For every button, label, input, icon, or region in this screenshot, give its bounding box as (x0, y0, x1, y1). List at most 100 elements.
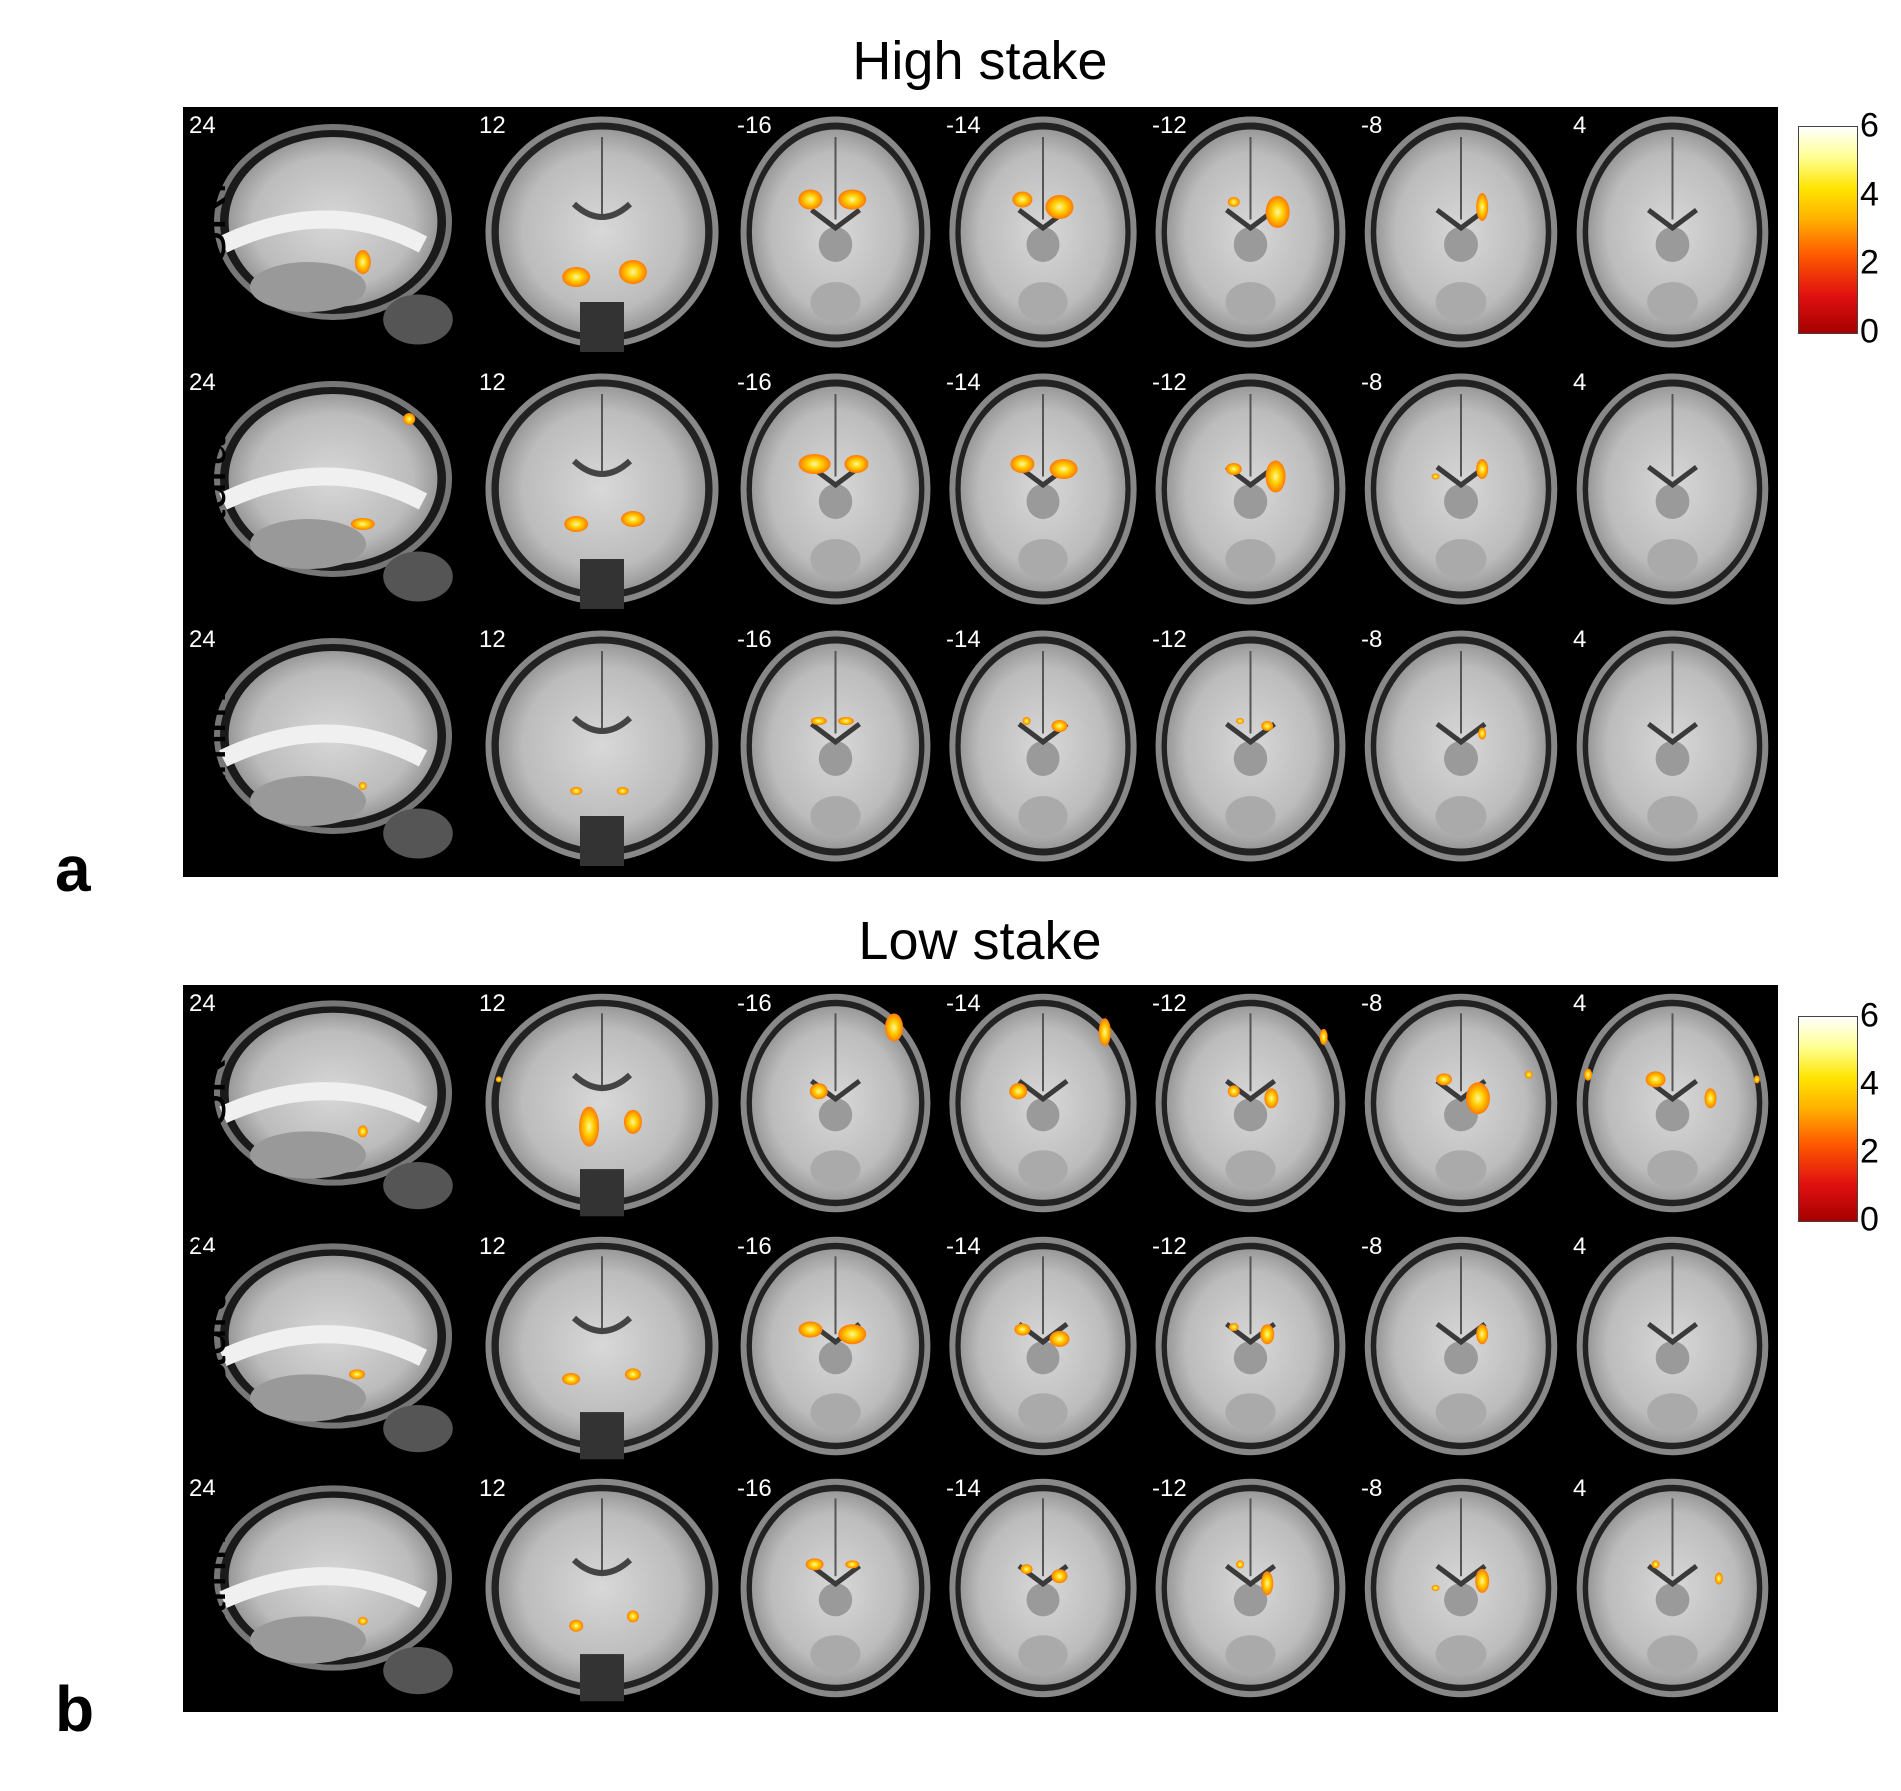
brain-slice-gamma-24: 24 (189, 626, 453, 859)
activation-blob (1714, 1572, 1723, 1585)
brain-slice-lssrm-12: 12 (479, 990, 719, 1217)
slice-label: -16 (737, 112, 772, 139)
activation-blob (1051, 1569, 1068, 1584)
slice-label: 24 (189, 369, 216, 396)
slice-label: 12 (479, 1475, 506, 1502)
brain-slice-quadratic--14: -14 (946, 369, 1137, 605)
activation-blob (885, 1013, 904, 1042)
panel-b-row-label-lssrm: LSSRM (180, 1015, 236, 1189)
activation-blob (810, 717, 827, 725)
activation-blob (1225, 463, 1242, 475)
slice-label: -12 (1152, 112, 1187, 139)
brain-slice-quadratic--8: -8 (1361, 369, 1558, 605)
slice-label: -16 (737, 1475, 772, 1502)
colorbar-tick: 4 (1860, 175, 1879, 214)
brain-slice-gamma-12: 12 (479, 1475, 719, 1702)
panel-b-letter: b (55, 1673, 95, 1745)
activation-blob (616, 787, 629, 795)
brain-slice-gamma-4: 4 (1573, 626, 1769, 862)
activation-blob (358, 782, 367, 790)
brain-slice-gamma--16: -16 (737, 626, 931, 862)
brain-slice-lssrm-4: 4 (1573, 990, 1769, 1213)
slice-label: -16 (737, 626, 772, 653)
brain-slice-quadratic-24: 24 (189, 1233, 453, 1453)
activation-blob (1476, 1324, 1489, 1345)
activation-blob (1261, 721, 1274, 731)
brain-slice-gamma--12: -12 (1152, 626, 1346, 862)
activation-blob (1045, 195, 1074, 219)
slice-label: 24 (189, 1475, 216, 1502)
slice-label: -12 (1152, 990, 1187, 1017)
slice-label: -8 (1361, 626, 1382, 653)
brain-slice-lssrm--16: -16 (737, 112, 931, 348)
activation-blob (579, 1106, 600, 1147)
panel-a-letter: a (55, 833, 91, 905)
activation-blob (618, 260, 647, 284)
activation-blob (844, 455, 869, 473)
activation-blob (1704, 1088, 1717, 1109)
activation-blob (1319, 1028, 1328, 1045)
activation-blob (1465, 1082, 1490, 1115)
activation-blob (798, 189, 823, 210)
activation-blob (403, 413, 416, 425)
activation-blob (1476, 459, 1489, 479)
slice-label: -8 (1361, 1475, 1382, 1502)
slice-label: -16 (737, 1233, 772, 1260)
slice-label: 12 (479, 990, 506, 1017)
activation-blob (1261, 1571, 1274, 1596)
slice-label: 4 (1573, 1475, 1586, 1502)
activation-blob (1010, 455, 1035, 473)
brain-slice-gamma--14: -14 (946, 626, 1137, 862)
activation-blob (1265, 460, 1286, 493)
slice-label: -8 (1361, 1233, 1382, 1260)
slice-label: -8 (1361, 112, 1382, 139)
activation-blob (626, 1610, 639, 1623)
slice-label: -14 (946, 1233, 981, 1260)
activation-blob (624, 1368, 641, 1381)
brain-slice-lssrm-4: 4 (1573, 112, 1769, 348)
slice-label: -12 (1152, 1233, 1187, 1260)
colorbar-tick: 0 (1860, 1200, 1879, 1239)
brain-slice-lssrm--8: -8 (1361, 990, 1558, 1213)
activation-blob (495, 1076, 502, 1083)
colorbar-tick: 6 (1860, 106, 1879, 145)
slice-label: -14 (946, 1475, 981, 1502)
activation-blob (357, 1125, 368, 1138)
activation-blob (1431, 1585, 1440, 1591)
slice-label: 4 (1573, 1233, 1586, 1260)
slice-label: -14 (946, 990, 981, 1017)
slice-label: 12 (479, 369, 506, 396)
panel-a-slices: 24 12 -16 -14 -12 -8 4 24 12 -16 -14 -12 -8 4 24 12 -16 -… (189, 112, 1769, 866)
slice-label: 4 (1573, 369, 1586, 396)
brain-slice-lssrm-24: 24 (189, 112, 453, 345)
slice-label: -8 (1361, 369, 1382, 396)
activation-blob (805, 1558, 824, 1571)
colorbar-tick: 2 (1860, 243, 1879, 282)
activation-blob (837, 717, 854, 725)
panel-b-colorbar (1798, 1016, 1858, 1222)
activation-blob (1524, 1070, 1533, 1079)
panel-a-colorbar-ticks: 0 2 4 6 (1860, 107, 1900, 351)
activation-blob (1478, 727, 1487, 740)
activation-blob (1476, 193, 1489, 221)
panel-b-row-label-gamma: Gamma (180, 1491, 236, 1669)
brain-slice-lssrm--12: -12 (1152, 990, 1346, 1213)
colorbar-tick: 6 (1860, 996, 1879, 1035)
slice-label: -16 (737, 369, 772, 396)
brain-slice-quadratic-12: 12 (479, 369, 719, 609)
brain-slice-quadratic--16: -16 (737, 1233, 931, 1456)
activation-blob (798, 1321, 823, 1338)
activation-blob (845, 1560, 860, 1569)
activation-blob (798, 454, 831, 474)
slice-label: -12 (1152, 369, 1187, 396)
activation-blob (623, 1109, 642, 1134)
activation-blob (349, 1369, 365, 1380)
panel-b-row-label-quadratic: Quadratic (180, 1233, 236, 1451)
activation-blob (838, 189, 867, 210)
activation-blob (1098, 1018, 1111, 1047)
activation-blob (809, 1083, 828, 1100)
slice-label: 4 (1573, 626, 1586, 653)
panel-b-brain-grid: 24 12 -16 -14 -12 -8 4 24 12 -16 -14 -12 -8 4 24 12 -16 -… (183, 985, 1778, 1712)
brain-slice-quadratic--12: -12 (1152, 369, 1346, 605)
slice-label: -14 (946, 112, 981, 139)
